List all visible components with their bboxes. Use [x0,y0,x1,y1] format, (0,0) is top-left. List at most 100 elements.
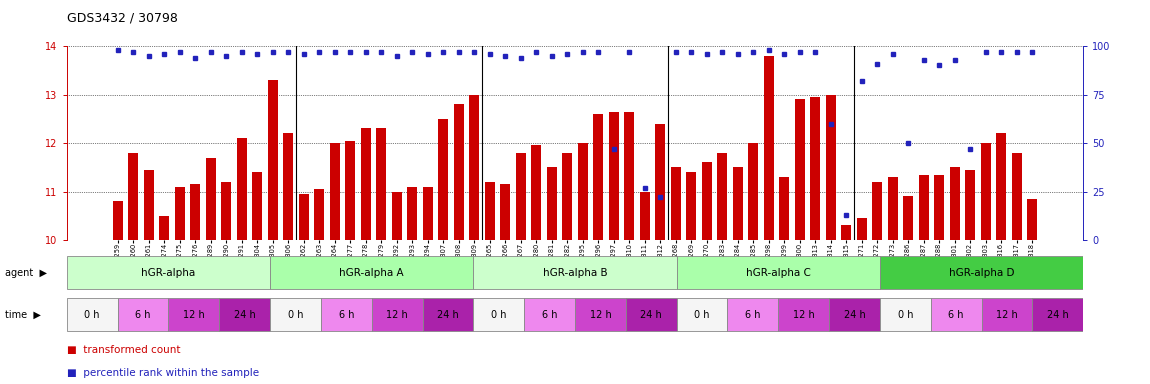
Bar [392,192,401,240]
Bar [1027,199,1037,240]
Bar [687,172,696,240]
Bar [423,187,432,240]
Text: ■  percentile rank within the sample: ■ percentile rank within the sample [67,368,259,378]
Bar [670,167,681,240]
Bar [117,298,168,331]
Bar [626,298,676,331]
Bar [144,170,154,240]
Bar [810,97,820,240]
Bar [841,225,851,240]
Bar [575,298,626,331]
Bar [780,177,789,240]
Bar [252,172,262,240]
Bar [371,298,422,331]
Bar [237,138,247,240]
Bar [872,182,882,240]
Text: 24 h: 24 h [844,310,866,320]
Bar [857,218,867,240]
Text: 12 h: 12 h [386,310,408,320]
Text: hGR-alpha A: hGR-alpha A [339,268,404,278]
Bar [283,133,293,240]
Text: 0 h: 0 h [695,310,710,320]
Bar [168,298,220,331]
Bar [829,298,880,331]
Bar [826,94,836,240]
Bar [718,153,727,240]
Bar [67,298,117,331]
Bar [950,167,959,240]
Text: 6 h: 6 h [136,310,151,320]
Bar [407,187,417,240]
Bar [981,143,990,240]
Bar [376,129,386,240]
Bar [1033,298,1083,331]
Bar [515,153,526,240]
Bar [880,256,1083,289]
Bar [888,177,898,240]
Text: 6 h: 6 h [949,310,964,320]
Bar [220,298,270,331]
Bar [593,114,604,240]
Text: 12 h: 12 h [590,310,612,320]
Bar [608,111,619,240]
Text: hGR-alpha B: hGR-alpha B [543,268,607,278]
Bar [930,298,982,331]
Bar [191,184,200,240]
Bar [676,256,880,289]
Text: hGR-alpha: hGR-alpha [141,268,196,278]
Text: 0 h: 0 h [491,310,506,320]
Bar [728,298,779,331]
Bar [702,162,712,240]
Text: 0 h: 0 h [288,310,304,320]
Text: time  ▶: time ▶ [5,310,40,320]
Bar [221,182,231,240]
Text: 12 h: 12 h [183,310,205,320]
Bar [965,170,975,240]
Bar [454,104,463,240]
Bar [1012,153,1021,240]
Bar [175,187,185,240]
Bar [270,256,474,289]
Bar [113,201,123,240]
Bar [321,298,371,331]
Bar [982,298,1033,331]
Text: 6 h: 6 h [542,310,558,320]
Text: 6 h: 6 h [745,310,760,320]
Bar [268,80,278,240]
Bar [624,111,635,240]
Bar [67,256,270,289]
Text: 24 h: 24 h [1046,310,1068,320]
Bar [160,216,169,240]
Bar [345,141,355,240]
Bar [422,298,474,331]
Bar [500,184,511,240]
Bar [562,153,573,240]
Text: 24 h: 24 h [437,310,459,320]
Text: 24 h: 24 h [233,310,255,320]
Text: 0 h: 0 h [84,310,100,320]
Text: 12 h: 12 h [996,310,1018,320]
Bar [474,256,676,289]
Bar [485,182,494,240]
Bar [361,129,370,240]
Text: hGR-alpha C: hGR-alpha C [746,268,811,278]
Bar [764,56,774,240]
Bar [795,99,805,240]
Bar [733,167,743,240]
Bar [546,167,557,240]
Bar [469,94,480,240]
Bar [330,143,340,240]
Text: agent  ▶: agent ▶ [5,268,47,278]
Bar [438,119,449,240]
Bar [996,133,1006,240]
Bar [206,157,216,240]
Text: ■  transformed count: ■ transformed count [67,345,181,355]
Bar [270,298,321,331]
Text: 6 h: 6 h [338,310,354,320]
Bar [474,298,524,331]
Bar [903,196,913,240]
Text: 0 h: 0 h [898,310,913,320]
Bar [934,175,944,240]
Text: 24 h: 24 h [641,310,662,320]
Bar [749,143,758,240]
